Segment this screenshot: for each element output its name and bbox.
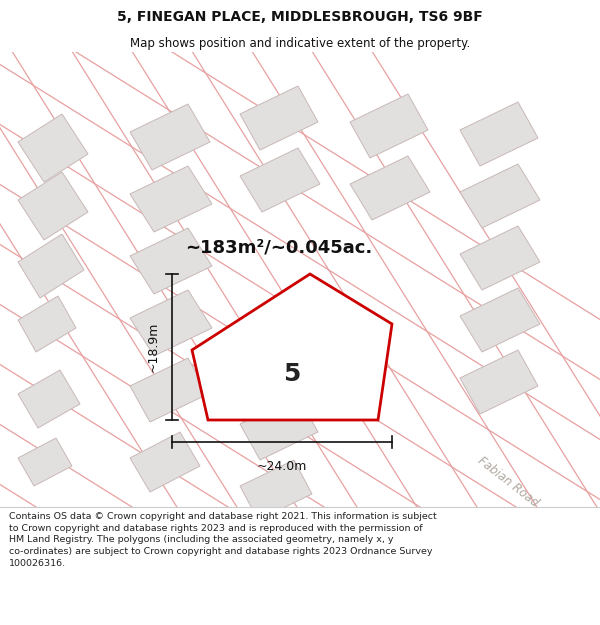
Polygon shape	[240, 86, 318, 150]
Polygon shape	[18, 438, 72, 486]
Polygon shape	[460, 288, 540, 352]
Polygon shape	[350, 156, 430, 220]
Polygon shape	[240, 460, 312, 520]
Polygon shape	[18, 114, 88, 182]
Polygon shape	[130, 104, 210, 170]
Text: Map shows position and indicative extent of the property.: Map shows position and indicative extent…	[130, 38, 470, 51]
Text: ~18.9m: ~18.9m	[147, 322, 160, 372]
Text: Contains OS data © Crown copyright and database right 2021. This information is : Contains OS data © Crown copyright and d…	[9, 512, 437, 568]
Polygon shape	[130, 228, 212, 294]
Polygon shape	[460, 164, 540, 228]
Text: ~24.0m: ~24.0m	[257, 460, 307, 473]
Polygon shape	[460, 102, 538, 166]
Polygon shape	[130, 290, 212, 356]
Polygon shape	[130, 166, 212, 232]
Polygon shape	[460, 350, 538, 414]
Polygon shape	[130, 432, 200, 492]
Polygon shape	[460, 226, 540, 290]
Text: Fabian Road: Fabian Road	[475, 454, 541, 510]
Text: 5, FINEGAN PLACE, MIDDLESBROUGH, TS6 9BF: 5, FINEGAN PLACE, MIDDLESBROUGH, TS6 9BF	[117, 11, 483, 24]
Polygon shape	[240, 148, 320, 212]
Polygon shape	[240, 334, 318, 398]
Polygon shape	[18, 172, 88, 240]
Polygon shape	[18, 370, 80, 428]
Polygon shape	[192, 274, 392, 420]
Polygon shape	[240, 396, 318, 460]
Polygon shape	[18, 296, 76, 352]
Polygon shape	[350, 94, 428, 158]
Text: ~183m²/~0.045ac.: ~183m²/~0.045ac.	[185, 238, 372, 256]
Polygon shape	[130, 358, 208, 422]
Polygon shape	[18, 234, 84, 298]
Text: 5: 5	[283, 362, 301, 386]
